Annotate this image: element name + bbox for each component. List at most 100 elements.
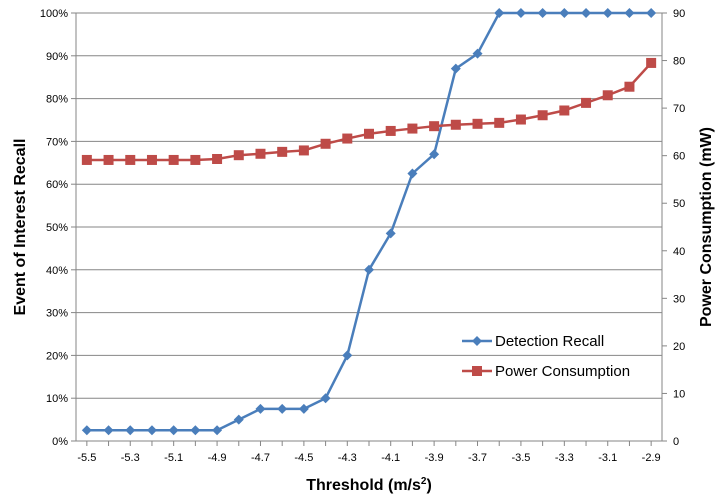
data-point-detection-recall <box>277 403 288 414</box>
y-axis-title: Event of Interest Recall <box>12 139 29 316</box>
x-tick-label: -5.3 <box>121 452 140 464</box>
x-tick-label: -3.9 <box>425 452 444 464</box>
y2-tick-label: 90 <box>673 8 685 20</box>
data-point-detection-recall <box>255 403 266 414</box>
data-point-power-consumption <box>81 154 92 165</box>
y-tick-label: 70% <box>46 136 68 148</box>
data-point-power-consumption <box>233 150 244 161</box>
data-point-power-consumption <box>646 57 657 68</box>
y-tick-label: 10% <box>46 393 68 405</box>
y-tick-label: 30% <box>46 308 68 320</box>
y2-tick-label: 20 <box>673 341 685 353</box>
legend-marker-power-consumption <box>472 366 482 376</box>
y-tick-label: 0% <box>52 436 68 448</box>
y-tick-label: 60% <box>46 179 68 191</box>
data-point-detection-recall <box>472 48 483 59</box>
right-axis-ticks: 0 10 20 30 40 50 60 70 80 90 <box>662 8 685 448</box>
y-tick-label: 40% <box>46 265 68 277</box>
x-tick-label: -4.5 <box>294 452 313 464</box>
data-point-detection-recall <box>190 425 201 436</box>
x-tick-label: -3.5 <box>511 452 530 464</box>
data-point-power-consumption <box>624 81 635 92</box>
data-point-power-consumption <box>515 114 526 125</box>
data-point-power-consumption <box>255 148 266 159</box>
data-point-power-consumption <box>146 154 157 165</box>
data-point-power-consumption <box>212 153 223 164</box>
data-point-power-consumption <box>168 154 179 165</box>
y-tick-label: 100% <box>40 8 68 20</box>
x-tick-label: -4.1 <box>381 452 400 464</box>
data-point-detection-recall <box>494 8 505 18</box>
legend-label-power-consumption: Power Consumption <box>495 363 630 380</box>
data-point-power-consumption <box>385 125 396 136</box>
y2-tick-label: 80 <box>673 56 685 68</box>
data-point-detection-recall <box>450 63 461 74</box>
y2-tick-label: 40 <box>673 246 685 258</box>
data-point-detection-recall <box>320 393 331 404</box>
data-point-detection-recall <box>342 350 353 361</box>
data-point-power-consumption <box>581 97 592 108</box>
x-tick-label: -3.1 <box>598 452 617 464</box>
data-point-detection-recall <box>125 425 136 436</box>
data-point-power-consumption <box>125 154 136 165</box>
data-point-detection-recall <box>298 403 309 414</box>
data-point-detection-recall <box>168 425 179 436</box>
x-axis-title: Threshold (m/s2) <box>306 476 432 494</box>
data-point-detection-recall <box>515 8 526 18</box>
data-point-power-consumption <box>407 123 418 134</box>
data-point-power-consumption <box>602 90 613 101</box>
data-point-power-consumption <box>342 133 353 144</box>
y2-tick-label: 0 <box>673 436 679 448</box>
data-point-detection-recall <box>146 425 157 436</box>
x-axis-ticks: -5.5 -5.3 -5.1 -4.9 -4.7 -4.5 -4.3 -4.1 -3.9 -3.7… <box>77 441 661 464</box>
y2-tick-label: 50 <box>673 198 685 210</box>
y2-tick-label: 60 <box>673 151 685 163</box>
data-point-power-consumption <box>559 105 570 116</box>
data-point-detection-recall <box>81 425 92 436</box>
y-tick-label: 90% <box>46 51 68 63</box>
x-tick-label: -2.9 <box>642 452 661 464</box>
x-tick-label: -4.9 <box>208 452 227 464</box>
data-point-detection-recall <box>103 425 114 436</box>
legend-label-detection-recall: Detection Recall <box>495 333 604 350</box>
series-detection-recall <box>81 8 657 436</box>
data-point-power-consumption <box>364 128 374 139</box>
legend-marker-detection-recall <box>472 336 482 346</box>
data-point-power-consumption <box>103 154 114 165</box>
y-tick-label: 80% <box>46 94 68 106</box>
series-group <box>81 8 657 436</box>
data-point-detection-recall <box>407 168 418 179</box>
x-tick-label: -5.1 <box>164 452 183 464</box>
data-point-power-consumption <box>537 110 548 121</box>
y-tick-label: 50% <box>46 222 68 234</box>
data-point-power-consumption <box>298 145 309 156</box>
data-point-detection-recall <box>429 149 440 160</box>
data-point-power-consumption <box>429 121 440 132</box>
data-point-power-consumption <box>450 119 461 130</box>
y2-tick-label: 30 <box>673 293 685 305</box>
series-power-consumption <box>81 57 657 165</box>
x-tick-label: -4.7 <box>251 452 270 464</box>
data-point-power-consumption <box>320 138 331 149</box>
y2-tick-label: 10 <box>673 388 685 400</box>
data-point-power-consumption <box>494 117 505 128</box>
data-point-detection-recall <box>212 425 223 436</box>
x-tick-label: -5.5 <box>77 452 96 464</box>
data-point-detection-recall <box>559 8 570 18</box>
data-point-detection-recall <box>364 264 374 275</box>
gridlines <box>76 55 662 399</box>
x-tick-label: -4.3 <box>338 452 357 464</box>
left-axis-ticks: 0% 10% 20% 30% 40% 50% 60% 70% 80% 90% 100% <box>40 8 76 448</box>
x-tick-label: -3.7 <box>468 452 487 464</box>
data-point-detection-recall <box>624 8 635 18</box>
data-point-detection-recall <box>233 414 244 425</box>
data-point-detection-recall <box>581 8 592 18</box>
legend-item-detection-recall: Detection Recall <box>462 333 604 350</box>
y-tick-label: 20% <box>46 350 68 362</box>
legend-item-power-consumption: Power Consumption <box>462 363 630 380</box>
data-point-power-consumption <box>190 154 201 165</box>
y2-tick-label: 70 <box>673 103 685 115</box>
data-point-power-consumption <box>277 146 288 157</box>
data-point-detection-recall <box>385 228 396 239</box>
